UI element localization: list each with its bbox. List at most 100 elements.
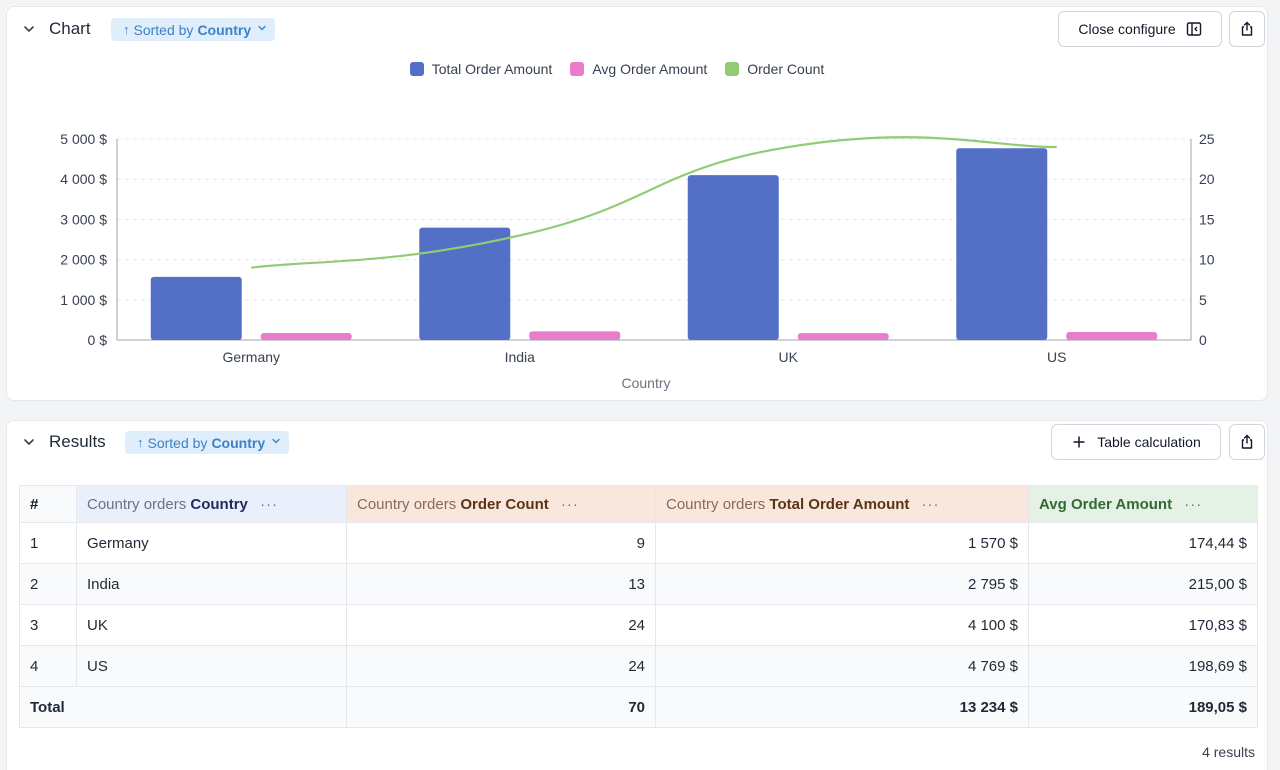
y-left-tick-label: 0 $ xyxy=(88,332,108,348)
cell-index: 2 xyxy=(19,563,77,605)
table-row: 4 US 24 4 769 $ 198,69 $ xyxy=(19,645,1258,687)
chevron-down-icon[interactable] xyxy=(19,19,39,39)
y-left-tick-label: 5 000 $ xyxy=(60,131,107,147)
chart-legend: Total Order Amount Avg Order Amount Orde… xyxy=(7,61,1267,77)
column-header-total-order-amount[interactable]: Country orders Total Order Amount ··· xyxy=(655,485,1029,523)
cell-order-count[interactable]: 13 xyxy=(346,563,656,605)
chevron-down-icon[interactable] xyxy=(19,432,39,452)
legend-swatch xyxy=(725,62,740,76)
chart-panel: Chart ↑ Sorted by Country Close configur… xyxy=(6,6,1268,401)
bar-avg-order-amount xyxy=(1066,332,1158,340)
legend-swatch xyxy=(409,62,424,76)
bar-avg-order-amount xyxy=(797,333,889,340)
sort-field: Country xyxy=(211,434,266,451)
chart-panel-header: Chart ↑ Sorted by Country Close configur… xyxy=(7,7,1267,51)
cell-avg-order-amount[interactable]: 198,69 $ xyxy=(1028,645,1258,687)
table-calculation-button[interactable]: Table calculation xyxy=(1051,424,1221,460)
y-right-tick-label: 10 xyxy=(1199,252,1215,268)
share-export-icon xyxy=(1239,434,1255,450)
share-export-icon xyxy=(1239,21,1255,37)
header-table-name: Country orders xyxy=(666,495,766,513)
table-row: 2 India 13 2 795 $ 215,00 $ xyxy=(19,563,1258,605)
more-horizontal-icon[interactable]: ··· xyxy=(560,495,579,513)
cell-order-count[interactable]: 9 xyxy=(346,522,656,564)
arrow-up-icon: ↑ xyxy=(137,435,144,450)
legend-item-order-count[interactable]: Order Count xyxy=(725,61,824,77)
chart-export-button[interactable] xyxy=(1229,11,1265,47)
chart-panel-title: Chart xyxy=(49,19,91,38)
results-panel-title: Results xyxy=(49,432,106,451)
bar-avg-order-amount xyxy=(260,332,352,340)
sort-prefix: Sorted by xyxy=(133,21,194,38)
legend-label: Avg Order Amount xyxy=(592,61,708,77)
close-configure-button[interactable]: Close configure xyxy=(1058,11,1222,47)
cell-order-count[interactable]: 24 xyxy=(346,604,656,646)
plus-icon xyxy=(1071,434,1087,450)
cell-total-order-amount[interactable]: 1 570 $ xyxy=(655,522,1029,564)
cell-country[interactable]: India xyxy=(76,563,347,605)
cell-avg-order-amount[interactable]: 174,44 $ xyxy=(1028,522,1258,564)
header-field-name: Avg Order Amount xyxy=(1039,495,1173,513)
bar-total-order-amount xyxy=(956,148,1048,340)
column-header-country[interactable]: Country orders Country ··· xyxy=(76,485,347,523)
chart-sort-badge[interactable]: ↑ Sorted by Country xyxy=(111,18,276,41)
column-header-index: # xyxy=(19,485,77,523)
header-field-name: Order Count xyxy=(460,495,549,513)
x-tick-label: Germany xyxy=(222,349,280,365)
column-header-avg-order-amount[interactable]: Avg Order Amount ··· xyxy=(1028,485,1258,523)
close-configure-label: Close configure xyxy=(1078,21,1176,37)
cell-avg-order-amount[interactable]: 215,00 $ xyxy=(1028,563,1258,605)
results-sort-badge[interactable]: ↑ Sorted by Country xyxy=(125,431,290,454)
header-table-name: Country orders xyxy=(357,495,457,513)
legend-swatch xyxy=(570,62,585,76)
cell-avg-order-amount[interactable]: 170,83 $ xyxy=(1028,604,1258,646)
table-header-row: # Country orders Country ··· Country ord… xyxy=(19,485,1258,523)
legend-item-avg-order-amount[interactable]: Avg Order Amount xyxy=(570,61,707,77)
bar-total-order-amount xyxy=(687,175,779,340)
chart-canvas: 0 $ 1 000 $ 2 000 $ 3 000 $ 4 000 $ 5 000 $ 0 5… xyxy=(60,131,1215,391)
header-table-name: Country orders xyxy=(87,495,187,513)
cell-total-order-amount[interactable]: 4 100 $ xyxy=(655,604,1029,646)
results-count: 4 results xyxy=(1202,744,1255,760)
legend-label: Total Order Amount xyxy=(431,61,553,77)
legend-label: Order Count xyxy=(747,61,825,77)
totals-label: Total xyxy=(19,686,347,728)
sort-prefix: Sorted by xyxy=(147,434,208,451)
x-tick-label: UK xyxy=(779,349,799,365)
column-header-order-count[interactable]: Country orders Order Count ··· xyxy=(346,485,656,523)
more-horizontal-icon[interactable]: ··· xyxy=(921,495,940,513)
y-left-tick-label: 3 000 $ xyxy=(60,211,107,227)
more-horizontal-icon[interactable]: ··· xyxy=(260,495,279,513)
results-table: # Country orders Country ··· Country ord… xyxy=(19,485,1258,728)
header-field-name: Total Order Amount xyxy=(769,495,910,513)
arrow-up-icon: ↑ xyxy=(123,22,130,37)
cell-order-count[interactable]: 24 xyxy=(346,645,656,687)
cell-index: 4 xyxy=(19,645,77,687)
total-avg-order-amount: 189,05 $ xyxy=(1028,686,1258,728)
bar-total-order-amount xyxy=(150,276,242,340)
cell-total-order-amount[interactable]: 4 769 $ xyxy=(655,645,1029,687)
bar-total-order-amount xyxy=(419,227,511,340)
y-left-tick-label: 2 000 $ xyxy=(60,252,107,268)
sidebar-panel-icon xyxy=(1186,21,1202,37)
cell-country[interactable]: Germany xyxy=(76,522,347,564)
y-right-tick-label: 20 xyxy=(1199,171,1215,187)
x-axis-label: Country xyxy=(621,375,670,391)
more-horizontal-icon[interactable]: ··· xyxy=(1184,495,1203,513)
total-order-amount: 13 234 $ xyxy=(655,686,1029,728)
y-right-tick-label: 15 xyxy=(1199,211,1215,227)
cell-total-order-amount[interactable]: 2 795 $ xyxy=(655,563,1029,605)
cell-country[interactable]: UK xyxy=(76,604,347,646)
y-right-tick-label: 5 xyxy=(1199,292,1207,308)
cell-country[interactable]: US xyxy=(76,645,347,687)
line-order-count xyxy=(251,136,1057,269)
table-calculation-label: Table calculation xyxy=(1097,434,1201,450)
legend-item-total-order-amount[interactable]: Total Order Amount xyxy=(409,61,553,77)
y-right-tick-label: 0 xyxy=(1199,332,1207,348)
results-panel-header: Results ↑ Sorted by Country Table calcul… xyxy=(7,421,1267,465)
results-export-button[interactable] xyxy=(1229,424,1265,460)
x-tick-label: US xyxy=(1047,349,1066,365)
y-left-tick-label: 1 000 $ xyxy=(60,292,107,308)
chevron-down-icon xyxy=(257,23,267,36)
table-totals-row: Total 70 13 234 $ 189,05 $ xyxy=(19,686,1258,728)
